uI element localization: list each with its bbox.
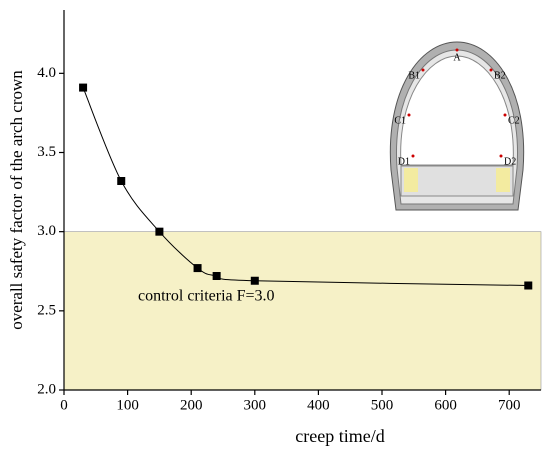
inset-point	[499, 154, 503, 158]
x-tick-label: 500	[371, 397, 394, 413]
y-tick-label: 3.5	[37, 144, 56, 160]
point	[117, 177, 126, 185]
point	[212, 272, 221, 280]
x-tick-label: 200	[180, 397, 203, 413]
x-axis-label: creep time/d	[295, 426, 384, 446]
inset-point	[407, 113, 411, 117]
inset-label: C2	[508, 115, 520, 126]
inset-label: B2	[494, 70, 506, 81]
inset-point	[455, 48, 459, 52]
point	[524, 281, 533, 290]
point	[193, 264, 202, 273]
invert-fill	[404, 168, 418, 192]
y-tick-label: 2.0	[37, 381, 56, 397]
tunnel-invert	[400, 165, 514, 197]
inset-point	[411, 154, 415, 158]
inset-label: A	[453, 52, 461, 63]
y-tick-label: 2.5	[37, 302, 56, 318]
inset-point	[489, 68, 493, 72]
criteria-region	[63, 231, 542, 391]
inset-point	[421, 68, 425, 72]
x-tick-label: 0	[60, 397, 68, 413]
x-tick-label: 600	[434, 397, 457, 413]
inset-label: C1	[394, 115, 406, 126]
point	[79, 83, 88, 92]
inset-label: D1	[398, 156, 410, 167]
y-axis-label: overall safety factor of the arch crown	[7, 70, 26, 330]
inset-label: D2	[504, 156, 516, 167]
inset-point	[503, 113, 507, 117]
y-tick-label: 3.0	[37, 223, 56, 239]
inset-label: B1	[408, 70, 420, 81]
x-tick-label: 100	[116, 397, 139, 413]
point	[155, 227, 164, 236]
x-tick-label: 400	[307, 397, 330, 413]
y-tick-label: 4.0	[37, 65, 56, 81]
x-tick-label: 700	[498, 397, 521, 413]
x-tick-label: 300	[244, 397, 267, 413]
inset-diagram: A B1 B2 C1 C2 D1 D2	[389, 41, 525, 211]
point	[250, 276, 259, 285]
annotation: control criteria F=3.0	[138, 288, 275, 305]
tunnel-inner	[400, 55, 514, 166]
invert-fill	[496, 168, 510, 192]
